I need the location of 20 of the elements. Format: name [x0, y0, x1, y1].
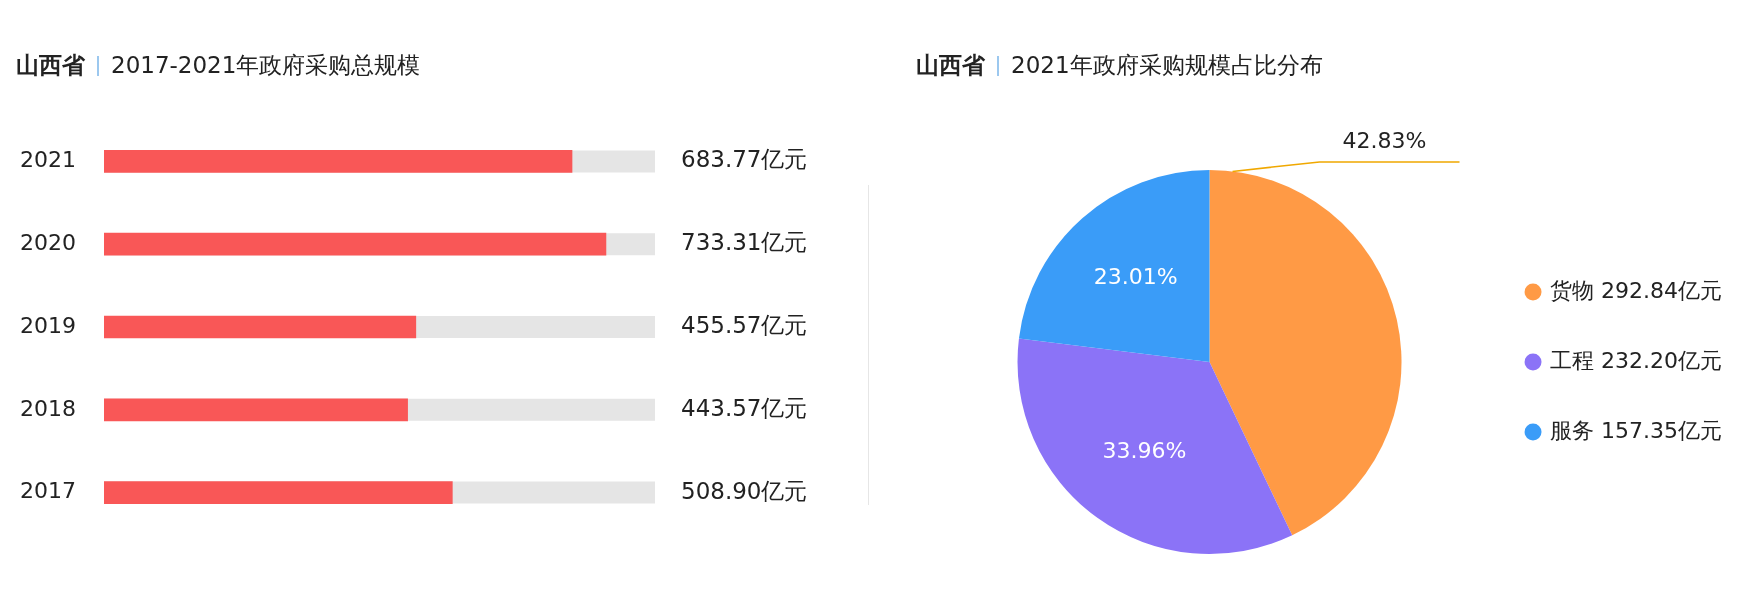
- y-tick-label: 2017: [19, 478, 76, 504]
- data-label: 455.57亿元: [681, 311, 808, 338]
- legend-label: 货物 292.84亿元: [1550, 277, 1723, 303]
- data-label: 443.57亿元: [681, 394, 808, 421]
- data-label: 508.90亿元: [681, 477, 808, 504]
- data-label: 42.83%: [1342, 127, 1427, 153]
- data-label: 683.77亿元: [681, 146, 808, 173]
- data-label: 23.01%: [1093, 264, 1178, 290]
- data-label: 733.31亿元: [681, 229, 808, 256]
- chart-title: 山西省: [916, 51, 985, 80]
- legend-label: 服务 157.35亿元: [1550, 417, 1723, 443]
- chart-subtitle: 2021年政府采购规模占比分布: [1011, 51, 1323, 80]
- y-tick-label: 2018: [19, 395, 76, 421]
- chart-subtitle: 2017-2021年政府采购总规模: [111, 51, 421, 80]
- y-tick-label: 2020: [19, 229, 76, 255]
- chart-title: 山西省: [16, 51, 85, 80]
- legend-label: 工程 232.20亿元: [1550, 347, 1723, 373]
- y-tick-label: 2021: [19, 147, 76, 173]
- data-label: 33.96%: [1102, 438, 1187, 464]
- y-tick-label: 2019: [19, 312, 76, 338]
